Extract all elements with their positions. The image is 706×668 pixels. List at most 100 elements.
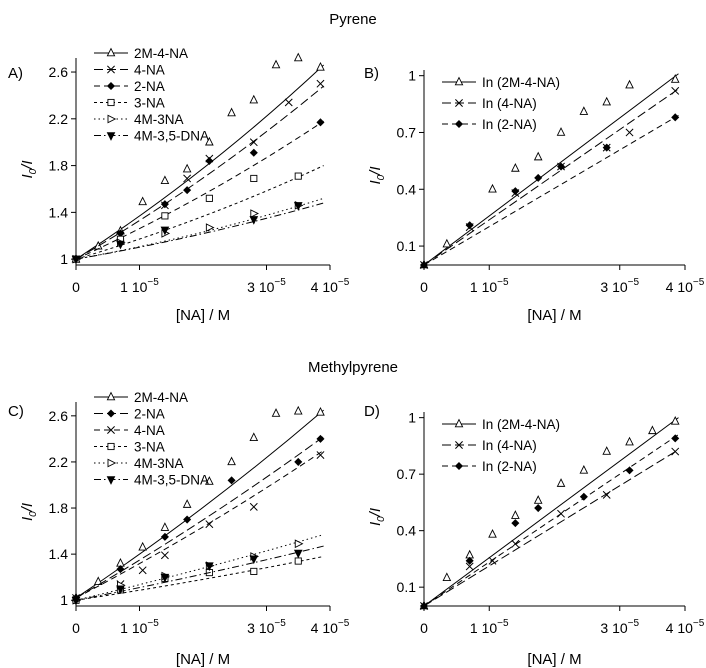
legend-marker [455,441,463,449]
x-tick-label: 0 [72,279,80,295]
data-point [465,556,474,565]
data-point [625,436,634,446]
legend-marker [107,98,115,107]
data-point [205,156,214,165]
data-point [671,434,680,443]
chart-panels: A) 0 1 10−5 3 10−5 4 10−5 1 1.4 1.8 2.2 2.6 [NA] /… [8,46,705,668]
data-point [488,183,497,193]
x-tick-label: 1 10−5 [470,618,509,636]
data-point [442,572,452,581]
data-point [293,405,303,415]
data-point [602,446,612,455]
data-point [161,212,169,220]
fit-line [75,165,324,260]
data-point [648,425,657,435]
series-4m-3-5-dna [71,545,324,606]
fit-line [75,534,324,601]
data-point [71,596,81,606]
chart-panel-b: B) 0 1 10−5 3 10−5 4 10−5 0.1 0.4 0.7 1 [NA] / M I… [364,65,705,324]
chart-panel-a: A) 0 1 10−5 3 10−5 4 10−5 1 1.4 1.8 2.2 2.6 [NA] /… [8,46,350,324]
data-point [511,539,520,548]
legend-entry: 2M-4-NA [134,390,188,405]
y-tick-label: 1.4 [49,204,69,220]
data-point [579,106,589,115]
y-tick-label: 0.1 [397,238,417,254]
legend-marker [454,461,464,471]
x-tick-label: 3 10−5 [247,277,286,295]
data-point [293,549,303,559]
data-point [116,240,125,250]
legend-marker [107,458,117,468]
panel-label: C) [8,403,24,420]
data-point [602,143,611,152]
fit-line [75,85,324,260]
data-point [249,94,259,104]
data-point [316,118,325,127]
data-point [556,127,566,136]
data-point [316,451,325,459]
series-in-2-na- [419,113,680,270]
data-point [160,200,169,209]
data-point [511,519,520,528]
legend-marker [106,409,116,418]
x-tick-label: 0 [420,620,428,636]
data-point [205,194,213,202]
data-point [138,566,147,575]
data-point [602,490,611,499]
x-tick-label: 3 10−5 [600,618,639,636]
data-point [625,128,634,137]
chart-panel-c: C) 0 1 10−5 3 10−5 4 10−5 1 1.4 1.8 2.2 2.6 [NA] /… [8,390,350,668]
data-point [511,510,520,519]
data-point [511,163,520,172]
x-tick-label: 1 10−5 [120,277,159,295]
data-point [160,175,170,185]
data-point [293,52,303,62]
y-tick-label: 0.7 [397,124,417,140]
y-axis-label: I0/I [19,503,39,521]
series-in-4-na- [420,86,680,269]
data-point [316,61,325,71]
data-point [182,163,192,173]
data-point [511,187,520,196]
y-tick-label: 1.8 [49,158,69,174]
legend-entry: In (4-NA) [482,438,537,453]
y-tick-label: 1.4 [49,546,69,562]
y-axis-label: I0/I [19,160,39,178]
data-point [294,172,302,180]
data-point [293,202,303,211]
series-4-na [72,79,325,264]
panel-label: B) [364,65,379,82]
group-title-pyrene: Pyrene [329,11,377,28]
fit-line [75,202,324,260]
data-point [294,557,302,565]
data-point [533,151,543,161]
fit-line [423,115,679,266]
series-4-na [72,449,325,602]
data-point [249,432,259,441]
legend-entry: In (2-NA) [482,117,537,132]
data-point [71,255,81,265]
legend-marker [107,426,115,434]
legend-marker [106,132,116,141]
data-point [316,79,325,88]
data-point [205,223,215,232]
data-point [93,576,103,586]
x-tick-label: 3 10−5 [247,618,286,636]
fit-line [75,409,324,599]
y-tick-label: 0.7 [397,466,417,482]
data-point [671,86,680,95]
fit-line [75,436,324,599]
data-point [227,456,236,466]
y-tick-label: 2.2 [49,111,69,127]
y-axis-label: I0/I [367,166,387,184]
fit-line [75,197,324,260]
data-point [227,107,236,117]
data-point [671,113,680,122]
legend: In (2M-4-NA) In (4-NA) In (2-NA) [442,75,560,132]
data-point [249,138,258,147]
series-3-na [72,165,324,263]
data-point [579,464,589,474]
legend-entry: 2M-4-NA [134,46,188,61]
data-point [419,601,429,611]
